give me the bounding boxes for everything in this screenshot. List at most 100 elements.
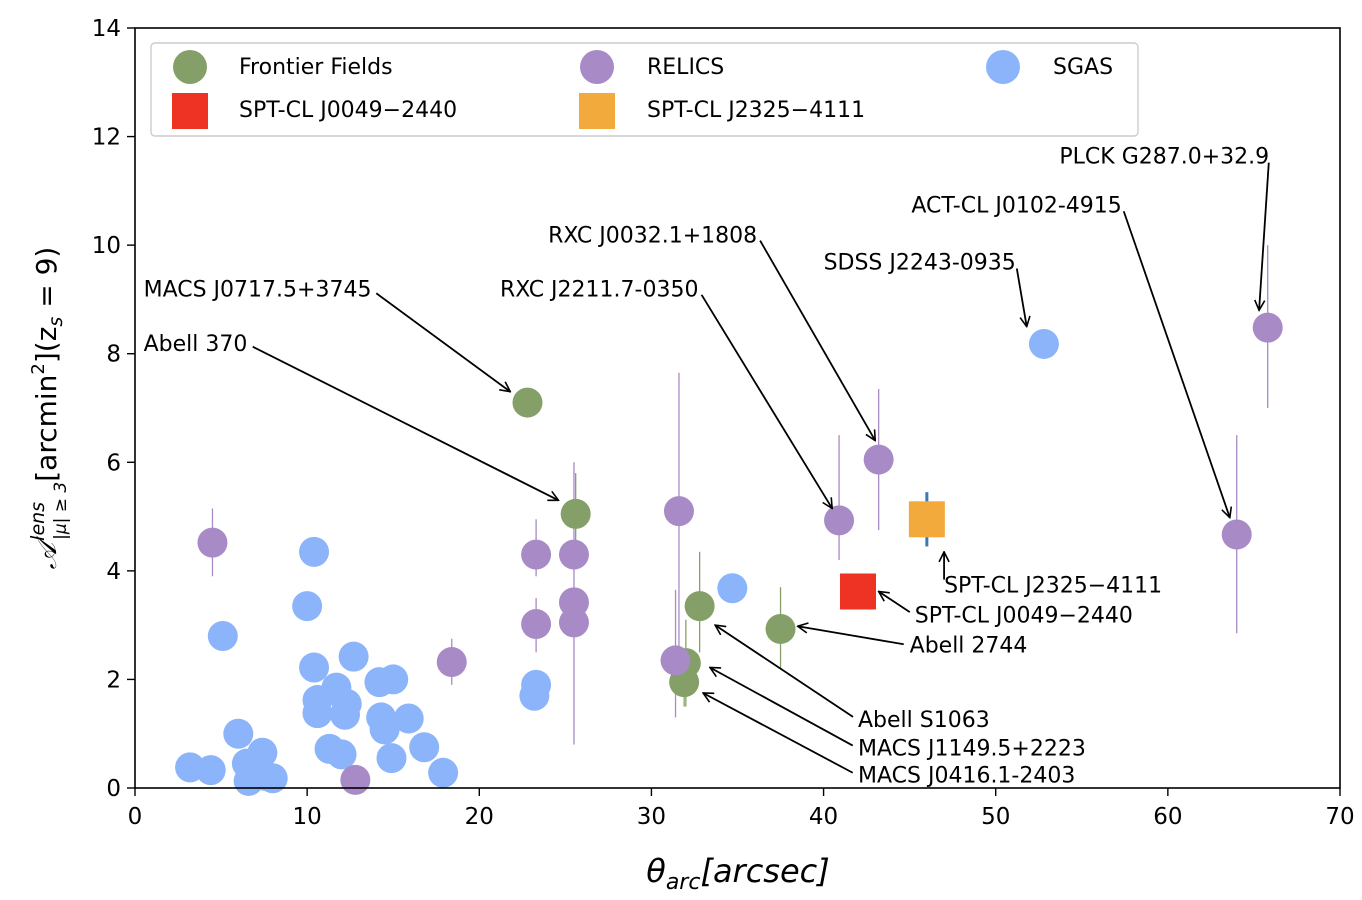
frontier-point <box>684 591 715 622</box>
y-label-end: = 9) <box>30 247 63 317</box>
x-axis-ticks: 0 10 20 30 40 50 60 70 <box>128 788 1355 830</box>
sgas-point <box>378 664 409 695</box>
sgas-point <box>207 621 238 651</box>
annotation-label: Abell 370 <box>144 332 248 357</box>
y-axis-label: 𝒜lens |μ| ≥ 3[arcmin2](zs = 9) <box>27 247 71 570</box>
relics-point <box>521 609 552 640</box>
sgas-point <box>409 732 440 763</box>
annotation-label: MACS J0717.5+3745 <box>144 278 372 303</box>
plot-frame <box>134 27 1341 789</box>
y-label-units: [arcmin <box>30 375 63 482</box>
sgas-point <box>717 573 748 604</box>
y-tick-label: 12 <box>92 125 121 151</box>
error-bars <box>211 245 1269 745</box>
annotation-arrow <box>700 294 833 509</box>
sgas-point <box>195 755 226 786</box>
annotation-arrow <box>798 626 904 646</box>
x-label-units: [arcsec] <box>700 852 829 890</box>
frontier-point <box>765 613 796 644</box>
annotation-label: RXC J0032.1+1808 <box>548 223 757 248</box>
relics-point <box>824 505 855 536</box>
legend-label-relics: RELICS <box>647 55 724 80</box>
annotation-label: SDSS J2243-0935 <box>824 251 1016 276</box>
legend-frame <box>150 42 1139 137</box>
annotation-label: SPT-CL J0049−2440 <box>915 603 1133 628</box>
y-tick-label: 8 <box>106 342 121 368</box>
relics-point <box>660 645 691 676</box>
sgas-point <box>292 591 323 622</box>
y-label-units-sup: 2 <box>28 363 49 374</box>
x-tick-label: 0 <box>128 804 143 830</box>
sgas-point <box>331 688 362 719</box>
y-tick-label: 10 <box>92 233 121 259</box>
legend-label-sgas: SGAS <box>1053 55 1113 80</box>
sgas-point <box>519 680 550 711</box>
sgas-point <box>428 757 459 788</box>
y-label-sub: |μ| ≥ 3 <box>51 482 71 540</box>
relics-point <box>521 539 552 570</box>
annotation-label: Abell S1063 <box>858 708 990 733</box>
sgas-point <box>299 536 330 567</box>
annotation-label: PLCK G287.0+32.9 <box>1059 145 1269 170</box>
y-tick-label: 0 <box>106 776 121 802</box>
x-tick-label: 40 <box>809 804 838 830</box>
legend: Frontier Fields RELICS SGAS SPT-CL J0049… <box>150 42 1139 137</box>
frontier-point <box>512 387 543 418</box>
annotation-arrow <box>879 591 911 613</box>
y-tick-label: 14 <box>92 16 121 42</box>
annotation-label: SPT-CL J2325−4111 <box>944 574 1162 599</box>
relics-point <box>197 527 228 558</box>
y-tick-label: 6 <box>106 450 121 476</box>
frontier-point <box>560 498 591 529</box>
annotation-arrow <box>1259 162 1270 311</box>
x-tick-label: 30 <box>637 804 666 830</box>
y-label-z-sub: s <box>45 317 67 327</box>
relics-point <box>1252 312 1283 343</box>
annotation-label: ACT-CL J0102-4915 <box>911 194 1121 219</box>
annotation-label: Abell 2744 <box>910 633 1028 658</box>
x-tick-label: 50 <box>981 804 1010 830</box>
sgas-point <box>369 714 400 745</box>
relics-point <box>558 539 589 570</box>
y-tick-label: 2 <box>106 667 121 693</box>
x-tick-label: 10 <box>293 804 322 830</box>
legend-label-spt2325: SPT-CL J2325−4111 <box>647 98 865 123</box>
relics-point <box>663 496 694 527</box>
legend-label-frontier: Frontier Fields <box>239 55 393 80</box>
x-label-sub: arc <box>666 870 701 895</box>
spt2325-point <box>908 501 945 538</box>
legend-marker-sgas <box>986 50 1020 84</box>
sgas-point <box>299 652 330 683</box>
spt0049-point <box>840 573 876 610</box>
x-label-theta: θ <box>646 852 666 890</box>
relics-point <box>1221 519 1252 550</box>
relics-point <box>436 647 467 678</box>
annotation-arrow <box>703 693 854 774</box>
legend-marker-relics <box>580 50 614 84</box>
sgas-point <box>393 703 424 734</box>
relics-point <box>340 764 371 795</box>
sgas-point <box>223 718 254 749</box>
annotation-arrow <box>252 345 559 502</box>
sgas-point <box>257 763 288 794</box>
x-tick-label: 60 <box>1153 804 1182 830</box>
relics-point <box>558 607 589 638</box>
y-axis-ticks: 0 2 4 6 8 10 12 14 <box>92 16 135 802</box>
sgas-point <box>247 737 278 768</box>
x-tick-label: 20 <box>465 804 494 830</box>
annotation-arrow <box>375 292 510 391</box>
sgas-point <box>326 739 357 770</box>
y-label-units-end: ](z <box>30 327 63 364</box>
legend-marker-frontier <box>173 50 207 84</box>
sgas-point <box>338 641 369 672</box>
relics-point <box>863 444 894 475</box>
legend-label-spt0049: SPT-CL J0049−2440 <box>239 98 457 123</box>
data-markers <box>175 312 1283 796</box>
annotations: PLCK G287.0+32.9 ACT-CL J0102-4915 RXC J00… <box>144 145 1270 789</box>
annotation-arrow <box>1015 268 1027 326</box>
x-tick-label: 70 <box>1325 804 1354 830</box>
annotation-arrow <box>710 667 854 747</box>
sgas-point <box>1028 328 1059 359</box>
annotation-arrow <box>715 625 854 718</box>
annotation-arrow <box>1122 210 1230 517</box>
